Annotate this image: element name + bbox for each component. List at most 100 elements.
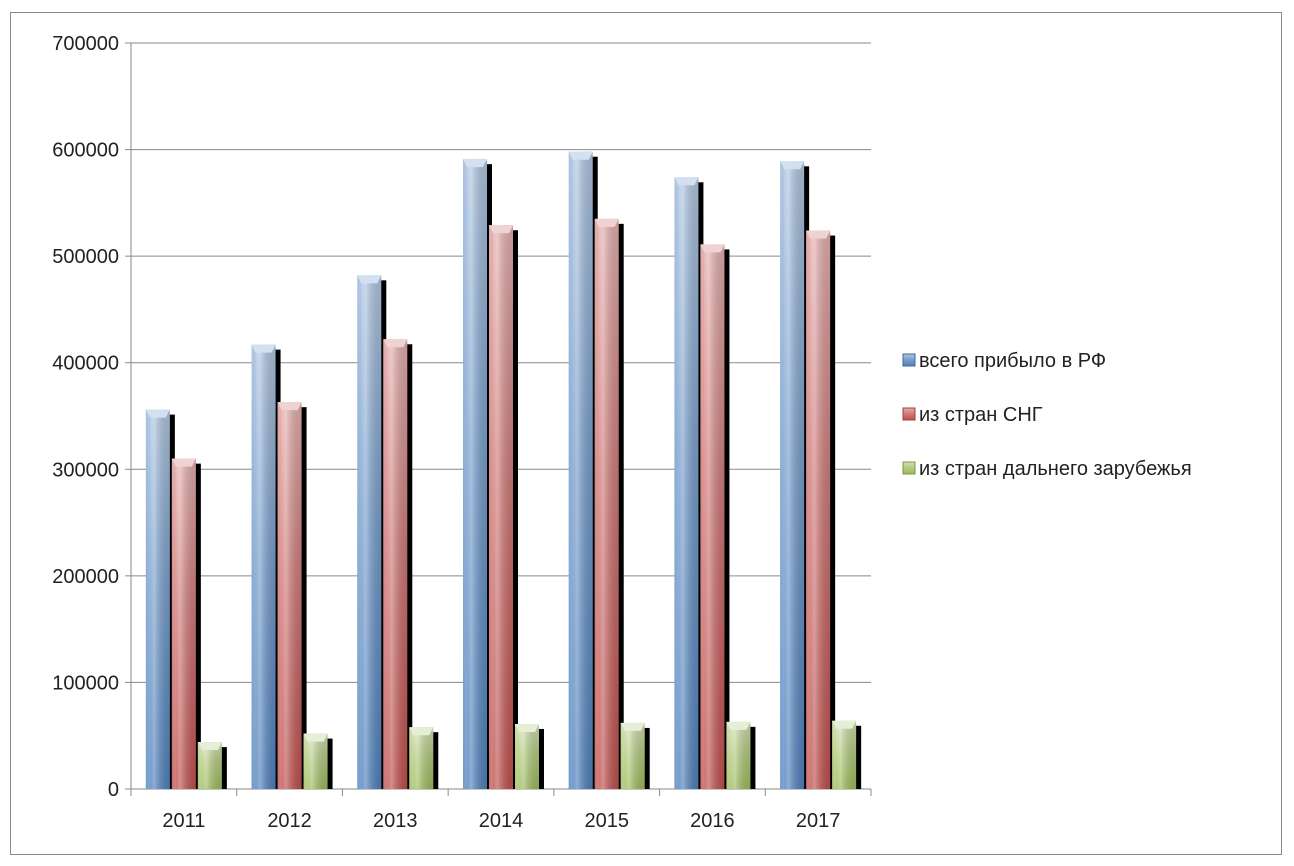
bar-gloss — [700, 244, 725, 790]
tick-labels: 0 100000 200000 300000 400000 500000 600000 700… — [52, 33, 840, 832]
bar-cap — [145, 409, 170, 418]
bar-cap — [806, 230, 831, 239]
y-tick-label: 400000 — [52, 353, 119, 375]
y-tick-label: 0 — [108, 779, 119, 801]
bar-bevel — [515, 723, 519, 789]
bar-gloss — [171, 458, 196, 789]
bar — [806, 230, 836, 789]
bar-gloss — [251, 344, 276, 789]
bar — [700, 244, 730, 790]
bar-cap — [171, 458, 196, 467]
bar — [832, 720, 862, 789]
bar — [674, 177, 704, 789]
bar-cap — [463, 159, 487, 168]
bar-bevel — [726, 721, 731, 789]
bar-bevel — [357, 275, 362, 790]
bar — [409, 727, 439, 789]
legend-label: из стран СНГ — [919, 404, 1043, 426]
bar-gloss — [568, 151, 593, 789]
bar — [489, 225, 518, 790]
bar-bevel — [806, 230, 811, 789]
bar — [171, 458, 201, 789]
y-tick-label: 600000 — [52, 140, 119, 162]
legend-label: всего прибыло в РФ — [919, 350, 1106, 372]
bar — [251, 344, 281, 789]
bar-cap — [674, 177, 699, 186]
y-tick-label: 100000 — [52, 672, 119, 694]
bars — [145, 151, 862, 790]
bar — [515, 723, 544, 789]
legend-item: из стран дальнего зарубежья — [902, 458, 1192, 480]
bar-cap — [594, 218, 619, 227]
bar — [197, 742, 227, 789]
legend: всего прибыло в РФ из стран СНГ из стран д… — [902, 350, 1192, 480]
bar-cap — [726, 721, 751, 730]
bar-bevel — [832, 720, 837, 789]
bar — [463, 159, 492, 790]
bar-gloss — [620, 722, 645, 789]
bar-bevel — [594, 218, 599, 790]
bar-bevel — [145, 409, 150, 789]
bar-cap — [197, 742, 222, 751]
bar-gloss — [832, 720, 857, 789]
legend-label: из стран дальнего зарубежья — [919, 458, 1192, 480]
bar-bevel — [700, 244, 705, 790]
bar-bevel — [674, 177, 679, 789]
bar — [277, 402, 307, 789]
bar-cap — [620, 722, 645, 731]
bar — [780, 161, 810, 789]
x-tick-label: 2014 — [479, 810, 524, 832]
legend-swatch — [902, 353, 916, 367]
bar-cap — [409, 727, 434, 736]
bar — [357, 275, 387, 790]
y-tick-label: 300000 — [52, 459, 119, 481]
bar — [303, 733, 333, 789]
bar-bevel — [780, 161, 785, 789]
bar-bevel — [620, 722, 625, 789]
bar-cap — [568, 151, 593, 160]
bar-bevel — [197, 742, 202, 789]
bar-gloss — [726, 721, 751, 789]
bar-cap — [780, 161, 805, 170]
bar — [594, 218, 624, 790]
bar-gloss — [145, 409, 170, 789]
bar-gloss — [780, 161, 805, 789]
bar — [726, 721, 756, 789]
bar-gloss — [383, 339, 408, 789]
bar-cap — [277, 402, 302, 411]
bar-cap — [303, 733, 328, 742]
legend-swatch — [902, 461, 916, 475]
bar-chart: 0 100000 200000 300000 400000 500000 600000 700… — [52, 33, 1192, 832]
legend-item: всего прибыло в РФ — [902, 350, 1106, 372]
x-tick-label: 2013 — [373, 810, 418, 832]
bar-bevel — [409, 727, 414, 789]
bar-gloss — [463, 159, 487, 790]
y-tick-label: 200000 — [52, 566, 119, 588]
bar-gloss — [806, 230, 831, 789]
bar-cap — [832, 720, 857, 729]
bar-bevel — [489, 225, 493, 790]
bar-bevel — [277, 402, 282, 789]
bar-gloss — [277, 402, 302, 789]
x-tick-label: 2011 — [162, 810, 205, 832]
x-tick-label: 2012 — [267, 810, 312, 832]
bar-gloss — [357, 275, 382, 790]
legend-swatch — [902, 407, 916, 421]
bar-cap — [489, 225, 513, 234]
bar-cap — [251, 344, 276, 353]
x-tick-label: 2016 — [690, 810, 735, 832]
y-tick-label: 700000 — [52, 33, 119, 55]
bar-cap — [357, 275, 382, 284]
bar-bevel — [383, 339, 388, 789]
bar — [383, 339, 413, 789]
bar-gloss — [489, 225, 513, 790]
legend-item: из стран СНГ — [902, 404, 1043, 426]
bar-cap — [515, 723, 539, 732]
bar-bevel — [251, 344, 256, 789]
x-tick-label: 2017 — [796, 810, 841, 832]
bar-gloss — [303, 733, 328, 789]
bar-gloss — [594, 218, 619, 790]
bar-gloss — [515, 723, 539, 789]
bar-bevel — [171, 458, 176, 789]
y-tick-label: 500000 — [52, 246, 119, 268]
